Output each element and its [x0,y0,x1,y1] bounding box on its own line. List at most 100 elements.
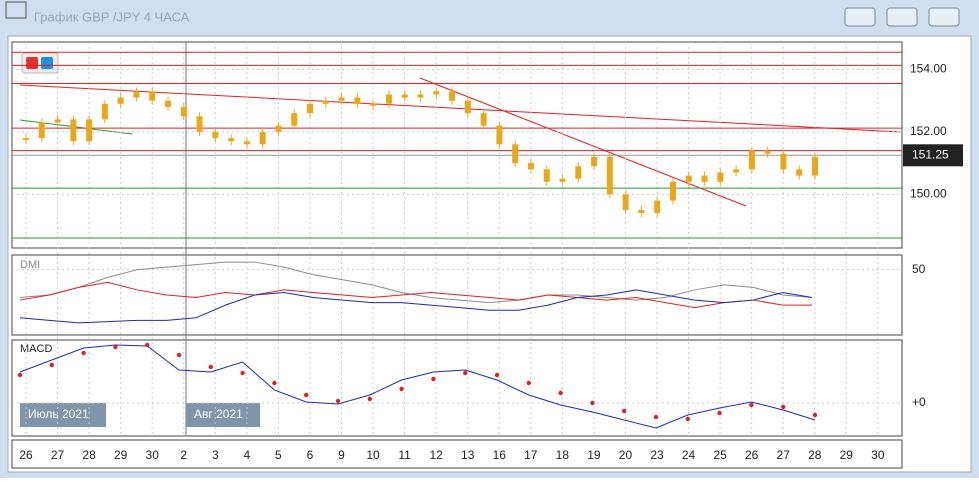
x-tick-label: 13 [461,448,475,462]
y-tick-label: 150.00 [910,186,947,200]
x-tick-label: 6 [307,448,314,462]
macd-dot [145,342,150,348]
x-tick-label: 23 [650,448,664,462]
x-tick-label: 19 [587,448,601,462]
candle [748,150,755,170]
indicator-line [19,261,813,304]
candle [622,194,629,210]
candle [559,178,566,182]
candle [780,153,787,170]
red-button[interactable] [26,57,38,69]
candle [638,209,645,214]
maximize-button[interactable] [886,7,918,27]
candle [338,97,345,101]
candle [180,106,187,117]
macd-dot [749,402,754,408]
macd-dot [431,376,436,382]
candle [322,100,329,104]
candle [275,125,282,132]
x-tick-label: 27 [51,448,65,462]
candle [512,144,519,164]
candle [685,175,692,182]
x-tick-label: 10 [366,448,380,462]
candle [401,94,408,98]
candle [149,91,156,101]
candle [243,141,250,145]
macd-dot [208,364,213,370]
candle [228,138,235,142]
x-tick-label: 5 [275,448,282,462]
candle [480,113,487,126]
panel-borders [11,41,903,469]
candle [606,156,613,195]
candle [212,131,219,139]
x-tick-label: 9 [338,448,345,462]
candle [591,156,598,167]
macd-dot [622,408,627,414]
candle [543,169,550,182]
x-tick-label: 29 [114,448,128,462]
x-tick-label: 28 [82,448,96,462]
candle [165,100,172,107]
macd-label: MACD [20,343,52,355]
candle [701,175,708,182]
macd-dot [272,380,277,386]
x-tick-label: 26 [745,448,759,462]
x-tick-label: 29 [840,448,854,462]
candle [433,91,440,95]
macd-dot [49,362,54,368]
x-tick-label: 2 [180,448,187,462]
candle [733,169,740,173]
candle [717,172,724,182]
blue-button[interactable] [41,57,53,69]
trend-line [419,77,747,207]
macd-dot [176,352,182,358]
window-title: График GBP /JPY 4 ЧАСА [34,9,190,24]
x-tick-label: 28 [808,448,822,462]
macd-dot [494,372,500,378]
candle [812,156,818,176]
close-button[interactable] [928,7,960,27]
candle [527,163,534,170]
candle [354,97,361,104]
macd-dot [81,350,86,356]
candle [370,103,377,106]
month-marker [186,403,260,427]
indicator-line [19,281,812,309]
candle [464,100,471,114]
macd-dot [463,370,468,376]
macd-dot [367,396,372,402]
macd-dot [781,404,786,410]
macd-dot [240,370,245,376]
candle [86,119,93,142]
candle [291,113,298,126]
x-tick-label: 12 [429,448,443,462]
x-tick-label: 30 [146,448,160,462]
candle [385,94,392,104]
candle [70,119,77,142]
indicator-line [19,289,813,324]
macd-dot [558,390,563,396]
candle [764,150,771,154]
month-label: Июль 2021 [28,407,89,421]
x-tick-label: 3 [212,448,219,462]
y-tick-label: 154.00 [910,62,947,76]
app-icon [5,1,27,19]
candle [575,166,582,179]
macd-dot [653,414,659,420]
y-tick-label: +0 [912,395,926,409]
candle [796,169,803,176]
macd-dot [812,412,818,418]
current-price-label: 151.25 [912,147,949,161]
macd-dot [717,410,722,416]
minimize-button[interactable] [844,7,876,27]
candle [259,131,266,145]
macd-dot [590,400,595,406]
macd-dot [304,392,309,398]
candle [654,200,661,214]
x-tick-label: 20 [619,448,633,462]
x-tick-label: 18 [556,448,570,462]
current-price-box [903,144,963,167]
trend-line [19,84,901,133]
